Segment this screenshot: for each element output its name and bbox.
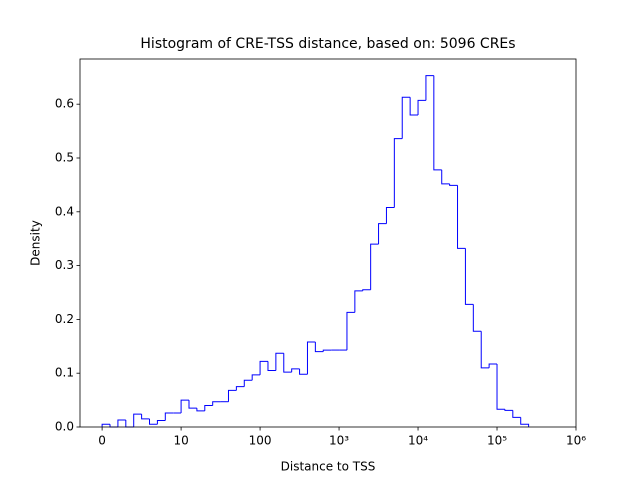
x-axis-label: Distance to TSS — [281, 460, 376, 474]
histogram-bar — [133, 413, 142, 427]
histogram-bar — [346, 311, 355, 351]
histogram-bar — [449, 183, 458, 186]
y-tick-label: 0.2 — [55, 312, 74, 326]
x-tick-label: 10⁶ — [566, 434, 586, 448]
histogram-bar — [512, 410, 521, 418]
histogram-bar — [149, 418, 158, 425]
histogram-bar — [409, 97, 419, 116]
histogram-bar — [227, 389, 237, 402]
histogram-bar — [283, 353, 292, 373]
histogram-bar — [480, 331, 490, 369]
histogram-bar — [520, 417, 530, 427]
histogram-bar — [243, 379, 253, 387]
histogram-bar — [401, 96, 411, 139]
histogram-bar — [393, 138, 403, 208]
histogram-bar — [267, 361, 276, 372]
y-tick-label: 0.5 — [55, 150, 74, 164]
y-tick-label: 0.1 — [55, 366, 74, 380]
histogram-bar — [425, 75, 434, 101]
histogram-bar — [322, 349, 332, 352]
y-tick-label: 0.0 — [55, 420, 74, 434]
histogram-bar — [291, 368, 300, 373]
histogram-bar — [259, 360, 268, 375]
x-tick-label: 0 — [98, 434, 106, 448]
histogram-bar — [496, 364, 505, 410]
y-axis-label: Density — [29, 220, 43, 266]
histogram-bar — [314, 341, 324, 353]
histogram-bar — [441, 169, 450, 185]
histogram-bar — [212, 401, 221, 406]
histogram-bar — [188, 400, 197, 409]
histogram-bar — [354, 290, 363, 313]
x-tick-label: 10⁴ — [408, 434, 428, 448]
x-tick-label: 10 — [173, 434, 188, 448]
plot-frame — [79, 58, 577, 428]
histogram-bar — [457, 185, 466, 249]
histogram-bar — [156, 420, 166, 425]
histogram-bar — [204, 404, 213, 411]
histogram-bar — [362, 289, 371, 291]
histogram-bar — [141, 414, 150, 420]
histogram-bar — [378, 223, 387, 245]
histogram-bar — [417, 99, 426, 115]
histogram-bar — [117, 419, 126, 427]
x-tick-label: 10⁵ — [487, 434, 507, 448]
histogram-bar — [275, 352, 284, 371]
y-tick-label: 0.3 — [55, 258, 74, 272]
histogram-bar — [504, 409, 513, 411]
histogram-bar — [299, 368, 308, 375]
x-tick-label: 100 — [249, 434, 272, 448]
histogram-bar — [251, 374, 261, 381]
histogram-bar — [306, 341, 316, 375]
chart-title: Histogram of CRE-TSS distance, based on:… — [140, 36, 515, 52]
y-tick-label: 0.6 — [55, 97, 74, 111]
histogram-bar — [180, 399, 189, 414]
histogram-bar — [196, 408, 205, 412]
histogram-bar — [433, 75, 442, 171]
histogram-bar — [164, 412, 174, 421]
y-tick-label: 0.4 — [55, 204, 74, 218]
histogram-bar — [385, 206, 395, 224]
histogram-bar — [488, 363, 498, 368]
histogram-bar — [370, 243, 379, 290]
x-tick-label: 10³ — [329, 434, 349, 448]
histogram-bar — [101, 423, 111, 427]
histogram-bar — [472, 304, 482, 332]
histogram-bar — [464, 248, 474, 305]
histogram-bar — [235, 386, 245, 391]
